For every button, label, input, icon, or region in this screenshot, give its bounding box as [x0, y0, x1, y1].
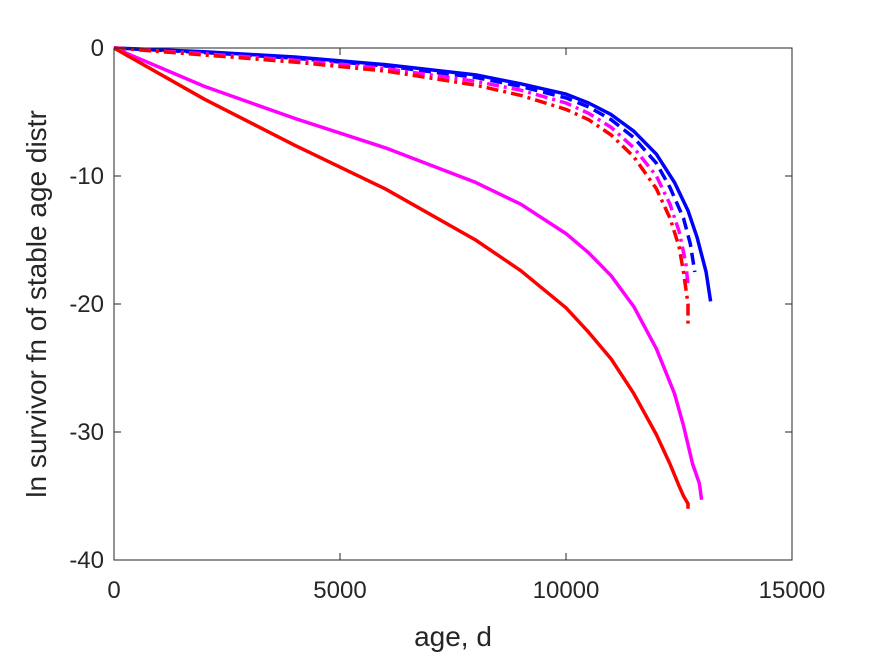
y-tick-label: -30	[69, 419, 104, 446]
x-tick-label: 15000	[759, 577, 826, 604]
series-line-3	[113, 46, 690, 285]
x-tick-label: 10000	[533, 577, 600, 604]
series-line-4	[113, 46, 690, 327]
y-tick-label: -40	[69, 547, 104, 574]
y-tick-label: 0	[91, 35, 104, 62]
series-layer	[113, 46, 713, 509]
plot-area	[114, 48, 792, 560]
x-tick-label: 0	[107, 577, 120, 604]
x-axis-label: age, d	[414, 621, 492, 652]
y-axis-label: ln survivor fn of stable age distr	[21, 110, 52, 498]
series-line-6	[113, 46, 690, 509]
series-line-2	[113, 46, 697, 273]
y-tick-label: -20	[69, 291, 104, 318]
y-tick-label: -10	[69, 163, 104, 190]
series-line-5	[113, 46, 704, 501]
tick-layer: 0 5000 10000 15000 -40 -30 -20 -10 0	[69, 35, 825, 604]
x-tick-label: 5000	[313, 577, 366, 604]
